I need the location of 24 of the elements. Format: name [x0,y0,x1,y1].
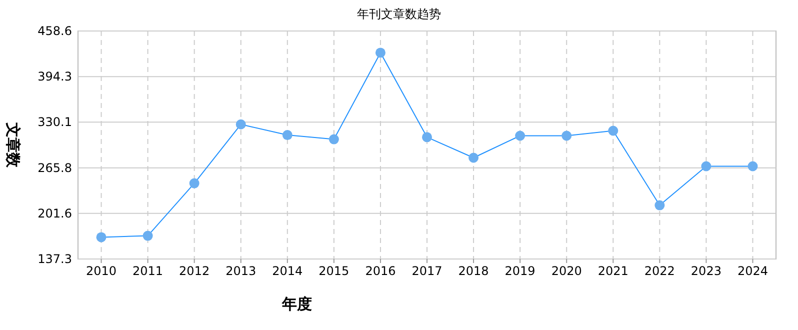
y-axis-title: 文章数 [4,122,22,168]
x-tick-label: 2019 [504,264,536,278]
x-tick-label: 2011 [132,264,164,278]
x-tick-label: 2022 [644,264,675,278]
x-tick-label: 2013 [226,264,256,278]
x-tick-label: 2016 [365,264,396,278]
x-tick-label: 2021 [598,264,628,278]
y-tick-label: 394.3 [38,70,72,84]
x-tick-label: 2014 [272,264,303,278]
x-tick-label: 2015 [318,264,350,278]
x-tick-label: 2018 [458,264,489,278]
x-axis-title: 年度 [281,295,312,313]
x-tick-label: 2017 [412,264,442,278]
y-tick-label: 137.3 [38,252,72,266]
y-tick-label: 458.6 [38,24,72,38]
y-tick-label: 201.6 [38,206,72,220]
y-tick-label: 265.8 [38,160,72,175]
x-tick-label: 2020 [551,264,582,278]
x-tick-label: 2023 [690,264,722,278]
x-tick-label: 2024 [737,264,768,278]
x-tick-label: 2012 [179,264,210,278]
y-tick-label: 330.1 [38,115,72,130]
x-tick-label: 2010 [86,264,117,278]
chart-title: 年刊文章数趋势 [357,7,441,21]
